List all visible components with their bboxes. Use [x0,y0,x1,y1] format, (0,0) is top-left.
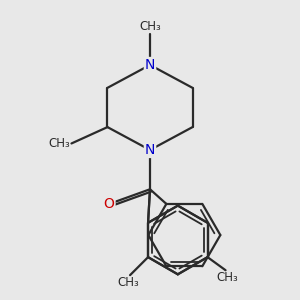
Text: N: N [145,58,155,72]
Text: CH₃: CH₃ [48,137,70,150]
Text: O: O [104,197,115,211]
Text: N: N [145,143,155,157]
Text: CH₃: CH₃ [216,271,238,284]
Text: CH₃: CH₃ [139,20,161,33]
Text: CH₃: CH₃ [118,276,139,289]
